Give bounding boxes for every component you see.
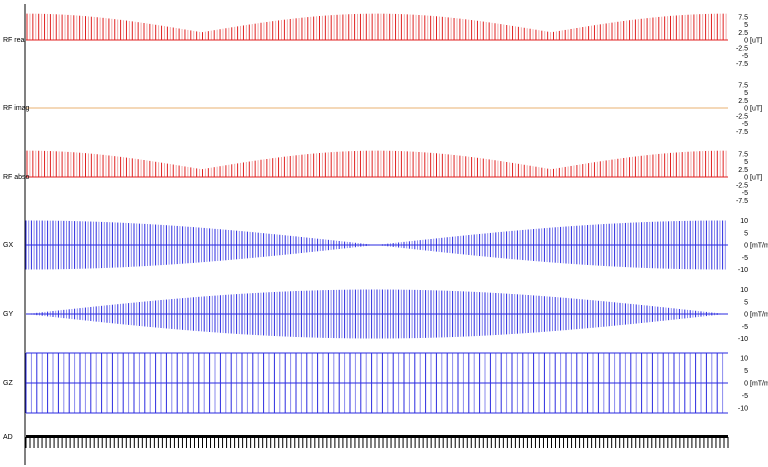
y-tick-label: -7.5 <box>736 198 748 205</box>
y-tick-labels: 10 5 0 -5 -10 <box>738 356 748 413</box>
y-tick-label: -10 <box>738 267 748 274</box>
y-tick-label: -2.5 <box>736 113 748 120</box>
unit-label: [mT/m] <box>750 381 768 388</box>
y-tick-label: 0 <box>744 106 748 113</box>
y-tick-label: 5 <box>744 368 748 375</box>
y-tick-label: -2.5 <box>736 45 748 52</box>
y-tick-labels: 10 5 0 -5 -10 <box>738 287 748 343</box>
y-tick-label: 0 <box>744 38 748 45</box>
y-tick-label: 10 <box>740 287 748 294</box>
adc-ticks <box>25 437 729 448</box>
y-tick-labels: 7.552.50-2.5-5-7.5 <box>736 14 748 68</box>
y-tick-label: 2.5 <box>738 167 748 174</box>
y-tick-labels: 7.552.50-2.5-5-7.5 <box>736 82 748 136</box>
panel-ad: AD <box>3 434 729 448</box>
y-tick-label: -2.5 <box>736 182 748 189</box>
panel-label: RF imag <box>3 105 30 112</box>
adc-bar <box>26 435 728 438</box>
unit-label: [uT] <box>750 106 762 113</box>
y-tick-label: -7.5 <box>736 129 748 136</box>
y-tick-label: 5 <box>744 299 748 306</box>
y-tick-label: 7.5 <box>738 151 748 158</box>
y-tick-label: 0 <box>744 243 748 250</box>
panel-label: GX <box>3 242 13 249</box>
y-tick-label: -10 <box>738 406 748 413</box>
y-tick-label: -5 <box>742 255 748 262</box>
y-tick-label: 0 <box>744 381 748 388</box>
y-tick-label: 10 <box>740 356 748 363</box>
y-tick-label: -5 <box>742 393 748 400</box>
unit-label: [uT] <box>750 38 762 45</box>
y-tick-label: -5 <box>742 190 748 197</box>
rf-pulses <box>26 150 727 177</box>
unit-label: [uT] <box>750 175 762 182</box>
y-tick-label: 5 <box>744 159 748 166</box>
y-tick-label: 5 <box>744 22 748 29</box>
panel-label: RF abso <box>3 174 30 181</box>
y-tick-label: 7.5 <box>738 14 748 21</box>
panel-gz: GZ 10 5 0 -5 -10 [mT/m] <box>3 352 768 414</box>
y-tick-label: -5 <box>742 121 748 128</box>
y-tick-label: -7.5 <box>736 61 748 68</box>
y-tick-label: 5 <box>744 90 748 97</box>
panel-label: RF real <box>3 37 26 44</box>
y-tick-label: 0 <box>744 312 748 319</box>
y-tick-label: 2.5 <box>738 98 748 105</box>
y-tick-label: 2.5 <box>738 30 748 37</box>
y-tick-label: 5 <box>744 230 748 237</box>
y-tick-label: 7.5 <box>738 82 748 89</box>
unit-label: [mT/m] <box>750 243 768 250</box>
panel-gx: GX 10 5 0 -5 -10 [mT/m] <box>3 218 768 274</box>
y-tick-labels: 10 5 0 -5 -10 <box>738 218 748 274</box>
panel-gy: GY 10 5 0 -5 -10 [mT/m] <box>3 287 768 343</box>
y-tick-label: 10 <box>740 218 748 225</box>
rf-pulses <box>26 13 727 40</box>
panel-label: GY <box>3 311 13 318</box>
unit-label: [mT/m] <box>750 312 768 319</box>
y-tick-label: -5 <box>742 53 748 60</box>
panel-label: GZ <box>3 380 13 387</box>
y-tick-label: -10 <box>738 336 748 343</box>
y-tick-labels: 7.552.50-2.5-5-7.5 <box>736 151 748 205</box>
panel-label: AD <box>3 434 13 441</box>
y-tick-label: 0 <box>744 175 748 182</box>
y-tick-label: -5 <box>742 324 748 331</box>
